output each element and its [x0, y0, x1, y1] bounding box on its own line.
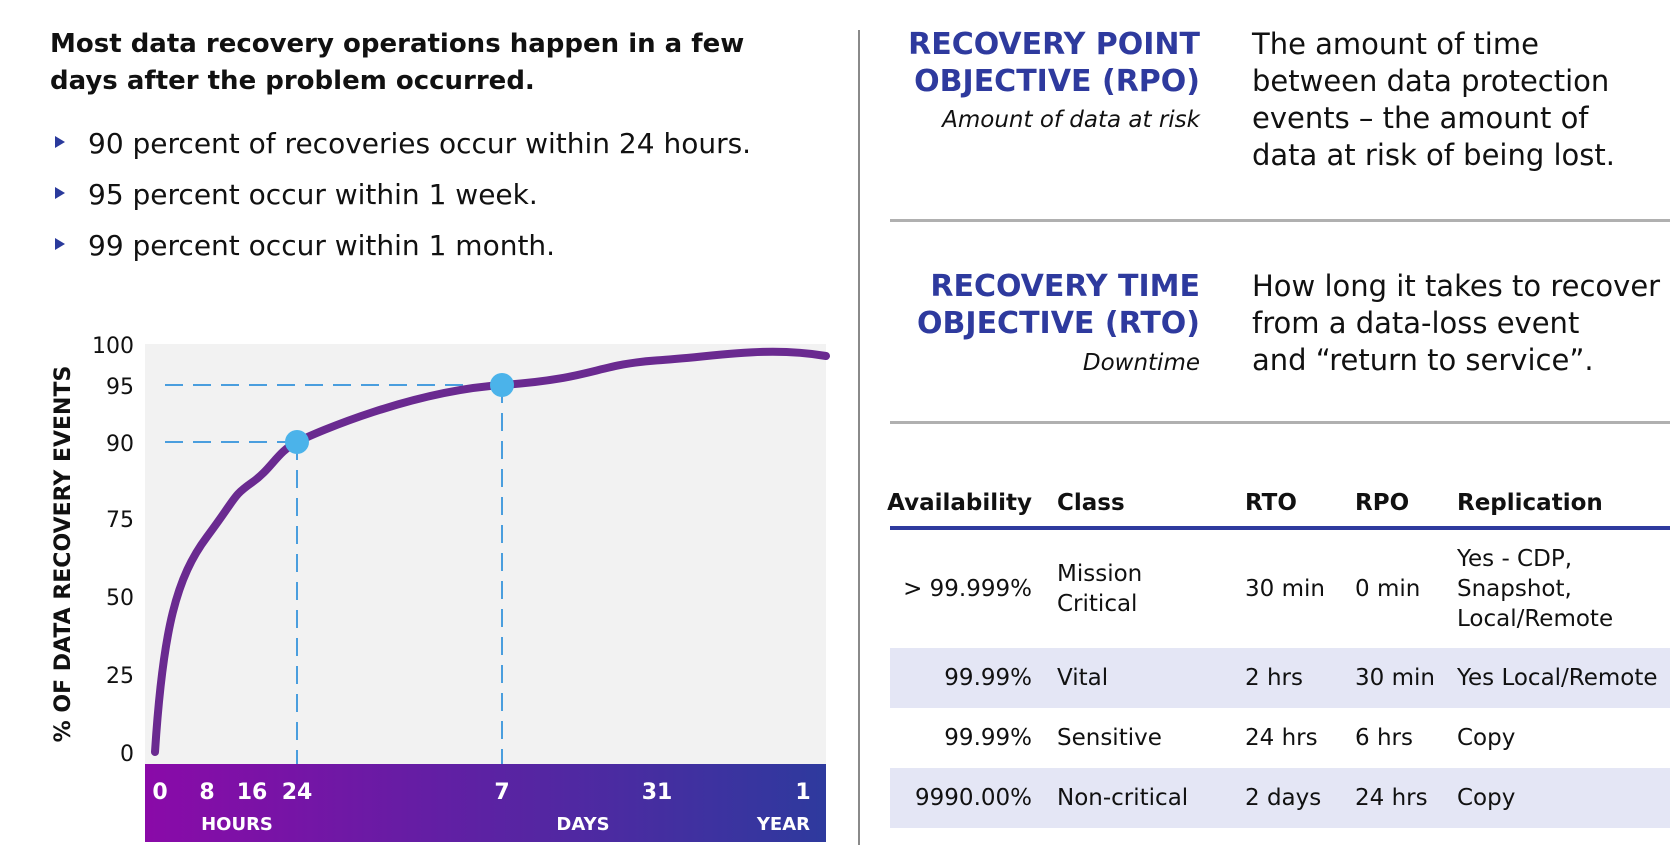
rto-subtitle: Downtime: [1082, 350, 1200, 376]
bullet-item: 95 percent occur within 1 week.: [50, 169, 751, 220]
cell-replication: Copy: [1457, 725, 1516, 751]
triangle-bullet-icon: [55, 187, 65, 199]
header-class: Class: [1057, 490, 1125, 516]
cell-replication-line: Yes - CDP,: [1457, 546, 1572, 572]
cell-class-line: Critical: [1057, 591, 1138, 617]
rpo-desc-line: The amount of time: [1252, 27, 1539, 61]
y-tick-label: 75: [106, 508, 134, 533]
cell-replication: Yes - CDP, Snapshot, Local/Remote: [1457, 530, 1670, 648]
bullet-text: 95 percent occur within 1 week.: [88, 178, 538, 211]
triangle-bullet-icon: [55, 136, 65, 148]
cell-availability: 99.99%: [944, 665, 1032, 691]
table-row: 99.99% Vital 2 hrs 30 min Yes Local/Remo…: [890, 648, 1670, 708]
cell-availability: > 99.999%: [903, 576, 1032, 602]
rpo-desc-line: between data protection: [1252, 64, 1610, 98]
recovery-curve: [151, 347, 830, 756]
header-availability: Availability: [887, 490, 1032, 516]
x-tick-label: 24: [282, 780, 313, 805]
rpo-title: RECOVERY POINT OBJECTIVE (RPO): [880, 26, 1200, 100]
y-tick-label: 0: [120, 742, 134, 767]
rpo-title-line: OBJECTIVE (RPO): [914, 64, 1200, 99]
cell-rpo: 0 min: [1355, 576, 1421, 602]
cell-rpo: 24 hrs: [1355, 785, 1428, 811]
table-row: > 99.999% Mission Critical 30 min 0 min …: [890, 530, 1670, 648]
x-unit-label: DAYS: [556, 814, 609, 835]
y-axis-label: % OF DATA RECOVERY EVENTS: [51, 366, 76, 743]
x-tick-label: 31: [642, 780, 673, 805]
cell-class: Sensitive: [1057, 725, 1162, 751]
plot-area: [145, 344, 826, 764]
headline: Most data recovery operations happen in …: [50, 29, 745, 96]
y-tick-label: 90: [106, 432, 134, 457]
rpo-subtitle: Amount of data at risk: [942, 107, 1200, 133]
bullet-text: 99 percent occur within 1 month.: [88, 229, 556, 262]
table-header-row: Availability Class RTO RPO Replication: [887, 480, 1670, 530]
x-axis-band: [145, 764, 826, 842]
rpo-description: The amount of time between data protecti…: [1252, 26, 1667, 174]
y-tick-label: 50: [106, 586, 134, 611]
cell-rto: 2 days: [1245, 785, 1322, 811]
rto-desc-line: and “return to service”.: [1252, 343, 1594, 377]
x-tick-label: 8: [199, 780, 214, 805]
header-replication: Replication: [1457, 490, 1603, 516]
bullet-text: 90 percent of recoveries occur within 24…: [88, 127, 752, 160]
cell-availability: 9990.00%: [915, 785, 1032, 811]
cell-replication-line: Snapshot,: [1457, 576, 1572, 602]
y-tick-label: 100: [92, 334, 134, 359]
x-tick-label: 7: [494, 780, 509, 805]
cell-rto: 24 hrs: [1245, 725, 1318, 751]
rto-title: RECOVERY TIME OBJECTIVE (RTO): [880, 268, 1200, 342]
x-unit-label: YEAR: [756, 814, 810, 835]
section-divider: [890, 219, 1670, 222]
section-divider: [890, 421, 1670, 424]
cell-replication: Copy: [1457, 785, 1516, 811]
highlight-point: [285, 430, 309, 454]
header-rpo: RPO: [1355, 490, 1410, 516]
cell-rpo: 6 hrs: [1355, 725, 1413, 751]
x-unit-label: HOURS: [201, 814, 273, 835]
availability-table: Availability Class RTO RPO Replication >…: [887, 480, 1670, 828]
cell-rto: 30 min: [1245, 576, 1325, 602]
cell-availability: 99.99%: [944, 725, 1032, 751]
cell-class: Mission Critical: [1057, 530, 1237, 648]
header-rto: RTO: [1245, 490, 1297, 516]
rto-desc-line: How long it takes to recover: [1252, 269, 1661, 303]
rto-description: How long it takes to recover from a data…: [1252, 268, 1667, 379]
x-tick-label: 0: [152, 780, 167, 805]
rto-desc-line: from a data-loss event: [1252, 306, 1580, 340]
bullet-item: 90 percent of recoveries occur within 24…: [50, 118, 751, 169]
rto-title-line: OBJECTIVE (RTO): [917, 306, 1200, 341]
rto-title-line: RECOVERY TIME: [930, 269, 1200, 304]
cell-class: Non-critical: [1057, 785, 1189, 811]
x-tick-label: 1: [795, 780, 810, 805]
triangle-bullet-icon: [55, 238, 65, 250]
rpo-desc-line: events – the amount of: [1252, 101, 1589, 135]
cell-class-line: Mission: [1057, 561, 1143, 587]
x-tick-label: 16: [237, 780, 268, 805]
cell-class: Vital: [1057, 665, 1109, 691]
cell-rto: 2 hrs: [1245, 665, 1303, 691]
y-tick-label: 95: [106, 375, 134, 400]
bullet-list: 90 percent of recoveries occur within 24…: [50, 118, 751, 271]
bullet-item: 99 percent occur within 1 month.: [50, 220, 751, 271]
table-row: 9990.00% Non-critical 2 days 24 hrs Copy: [890, 768, 1670, 828]
y-tick-label: 25: [106, 664, 134, 689]
highlight-point: [490, 373, 514, 397]
cell-rpo: 30 min: [1355, 665, 1435, 691]
cell-replication-line: Local/Remote: [1457, 606, 1614, 632]
cell-replication: Yes Local/Remote: [1457, 665, 1658, 691]
rpo-title-line: RECOVERY POINT: [908, 27, 1200, 62]
rpo-desc-line: data at risk of being lost.: [1252, 138, 1615, 172]
column-divider: [858, 30, 860, 845]
table-row: 99.99% Sensitive 24 hrs 6 hrs Copy: [890, 708, 1670, 768]
